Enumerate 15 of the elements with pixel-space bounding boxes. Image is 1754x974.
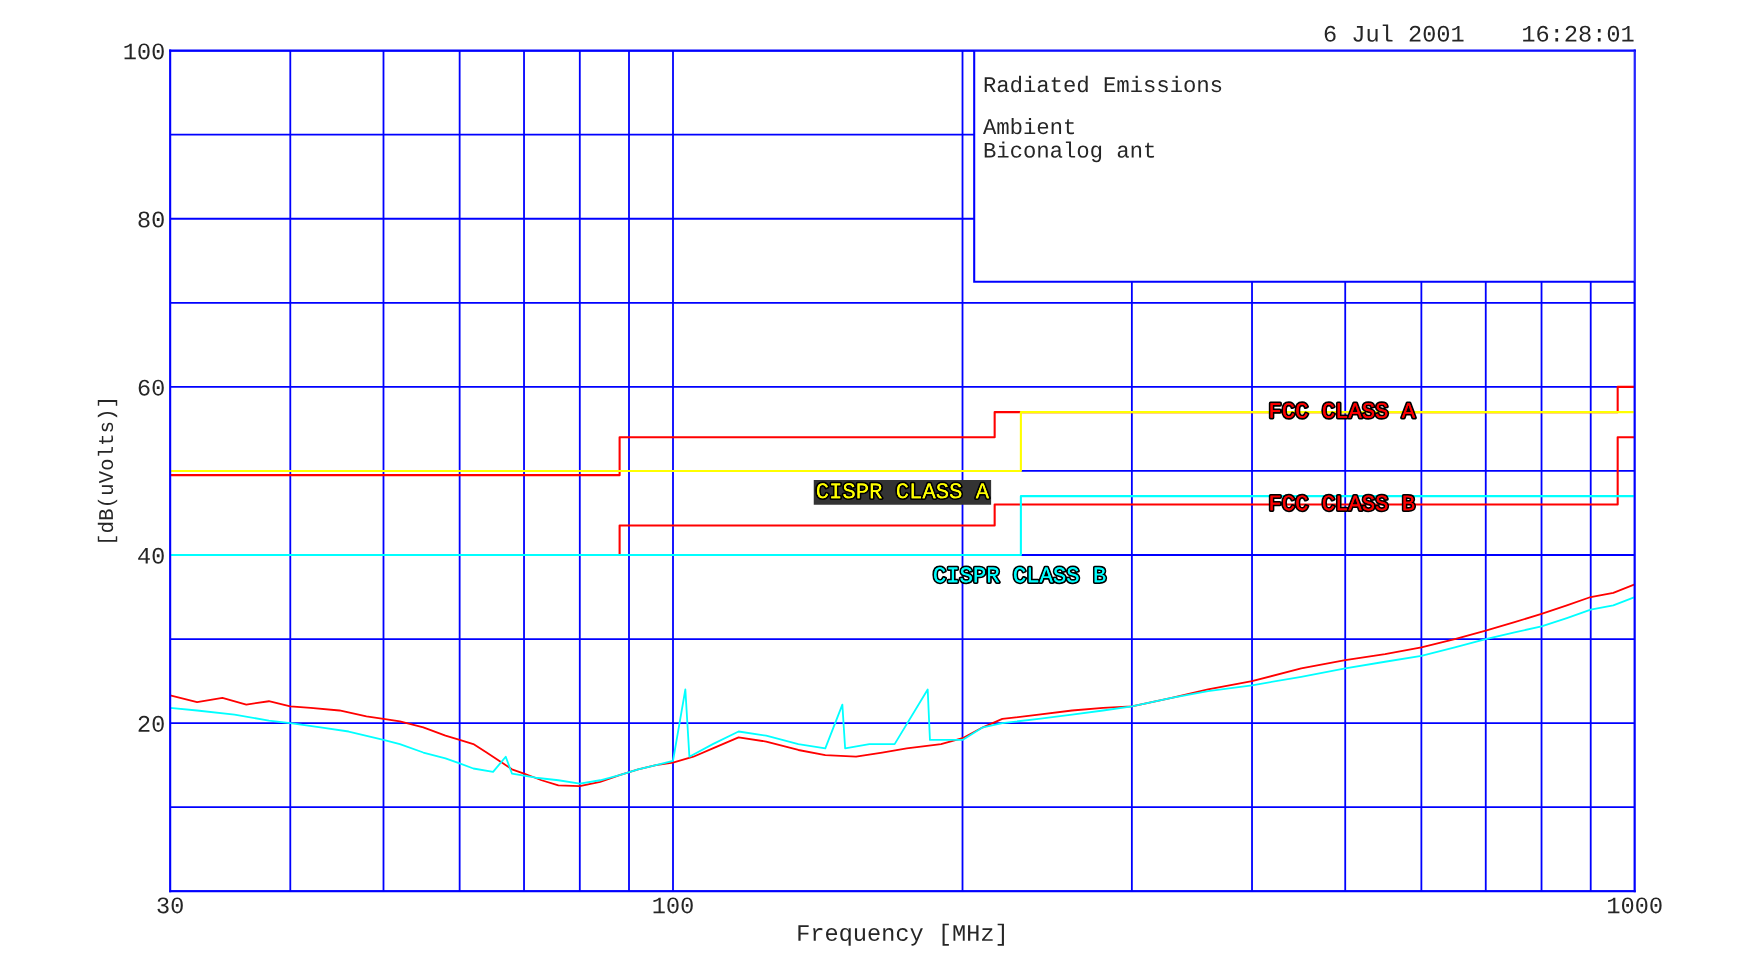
x-tick-label: 30 [157,897,183,914]
y-tick-label: 80 [138,211,164,228]
annotation: Ambient [982,117,1075,135]
y-tick-label: 60 [138,379,164,396]
series-label: CISPR CLASS A [816,483,990,499]
y-tick-label: 40 [138,547,164,564]
annotation: Biconalog ant [984,141,1155,163]
y-tick-label: 100 [124,43,164,60]
x-axis-title: Frequency [MHz] [798,923,1004,946]
chart-subtitle: 6 Jul 2001 16:28:01 [1324,24,1634,42]
y-axis-title: [dB(uVolts)] [97,400,118,542]
x-tick-label: 100 [653,897,693,914]
x-tick-label: 1000 [1608,897,1662,914]
annotation: Radiated Emissions [984,75,1222,93]
y-tick-label: 20 [138,715,164,732]
